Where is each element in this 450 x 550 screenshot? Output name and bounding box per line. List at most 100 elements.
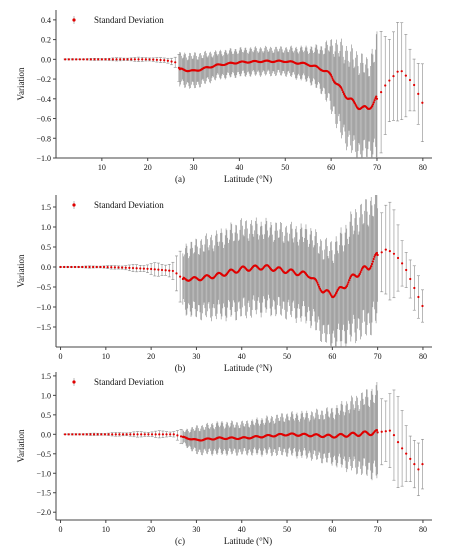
data-point xyxy=(114,433,117,436)
chart-panel-2: −1.5 −1.0 −0.5 0.0 0.5 1.0 1.5 0 10 20 30 40 50 60 70 8… xyxy=(16,195,432,373)
data-point xyxy=(164,269,167,272)
data-point xyxy=(421,463,424,466)
data-point xyxy=(372,101,375,104)
data-point xyxy=(118,433,121,436)
data-point xyxy=(63,265,66,269)
x-tick-label: 20 xyxy=(147,525,155,534)
legend-marker xyxy=(72,18,76,22)
data-point xyxy=(396,256,400,260)
data-point xyxy=(409,277,412,281)
x-tick-label: 10 xyxy=(102,525,110,534)
y-tick-label: 0.0 xyxy=(41,55,51,64)
data-point xyxy=(392,252,396,255)
data-point xyxy=(82,58,85,61)
data-point xyxy=(404,74,407,77)
data-point xyxy=(371,105,374,108)
data-point xyxy=(342,92,346,96)
data-point xyxy=(125,433,128,436)
data-point xyxy=(342,90,345,94)
data-point xyxy=(144,58,147,61)
data-point xyxy=(103,433,107,436)
y-tick-label: −0.5 xyxy=(36,450,51,459)
data-point xyxy=(341,89,344,92)
data-point xyxy=(121,266,124,269)
x-tick-label: 10 xyxy=(98,163,106,172)
data-point xyxy=(82,433,85,436)
data-point xyxy=(331,77,334,80)
data-point xyxy=(152,58,155,61)
data-point xyxy=(143,433,146,436)
data-point xyxy=(85,433,88,436)
data-point xyxy=(359,270,362,274)
data-point xyxy=(141,58,144,61)
y-tick-label: −0.5 xyxy=(36,283,51,292)
legend-label: Standard Deviation xyxy=(94,377,164,387)
data-point xyxy=(64,58,67,61)
data-point xyxy=(372,257,375,261)
data-point xyxy=(347,281,350,284)
panel-label: (b) xyxy=(175,363,186,373)
x-tick-label: 10 xyxy=(102,352,110,361)
data-point xyxy=(84,265,87,269)
data-point xyxy=(106,265,109,269)
data-point xyxy=(78,58,81,61)
x-tick-label: 20 xyxy=(147,352,155,361)
data-point xyxy=(75,58,78,61)
data-point xyxy=(155,58,158,61)
data-point xyxy=(73,265,77,269)
x-axis-label: Latitude (°N) xyxy=(224,363,272,373)
data-point xyxy=(97,58,100,61)
x-tick-label: 40 xyxy=(238,352,246,361)
data-point xyxy=(174,61,177,64)
x-tick-label: 30 xyxy=(192,352,200,361)
x-tick-label: 70 xyxy=(374,525,382,534)
data-point xyxy=(92,265,95,269)
data-point xyxy=(111,58,114,61)
data-point xyxy=(100,433,103,436)
data-point xyxy=(110,266,113,269)
data-point xyxy=(335,290,339,293)
data-point xyxy=(117,266,120,269)
y-tick-label: 0.0 xyxy=(41,430,51,439)
data-point xyxy=(384,84,387,87)
y-tick-label: −0.2 xyxy=(36,75,51,84)
data-point xyxy=(74,433,78,436)
data-point xyxy=(348,279,351,282)
data-point xyxy=(154,433,157,436)
data-point xyxy=(168,269,171,272)
data-point xyxy=(63,433,67,436)
data-point xyxy=(132,433,136,436)
panel-label: (a) xyxy=(175,174,185,184)
data-point xyxy=(373,255,376,258)
data-point xyxy=(129,433,132,436)
x-tick-label: 70 xyxy=(373,163,381,172)
x-axis-label: Latitude (°N) xyxy=(224,174,272,184)
data-point xyxy=(153,268,156,271)
data-point xyxy=(376,253,379,257)
data-point xyxy=(71,433,74,436)
data-point xyxy=(89,433,92,436)
data-point xyxy=(172,433,175,436)
data-point xyxy=(375,251,379,255)
data-point xyxy=(140,433,143,436)
data-point xyxy=(376,431,379,434)
x-tick-label: 80 xyxy=(419,163,427,172)
x-tick-label: 50 xyxy=(281,163,289,172)
data-point xyxy=(330,75,333,78)
data-point xyxy=(160,268,164,272)
data-point xyxy=(121,433,125,436)
y-tick-label: 0.5 xyxy=(41,243,51,252)
data-point xyxy=(139,267,142,270)
data-point xyxy=(108,58,111,61)
data-point xyxy=(317,285,321,288)
y-tick-label: 1.0 xyxy=(41,391,51,400)
data-point xyxy=(95,265,98,269)
y-tick-label: 0.5 xyxy=(41,411,51,420)
data-point xyxy=(340,87,343,90)
data-point xyxy=(345,284,348,288)
data-point xyxy=(115,58,118,61)
data-point xyxy=(163,59,166,62)
y-tick-label: −1.0 xyxy=(36,154,51,163)
data-point xyxy=(171,269,174,273)
data-point xyxy=(388,250,391,253)
